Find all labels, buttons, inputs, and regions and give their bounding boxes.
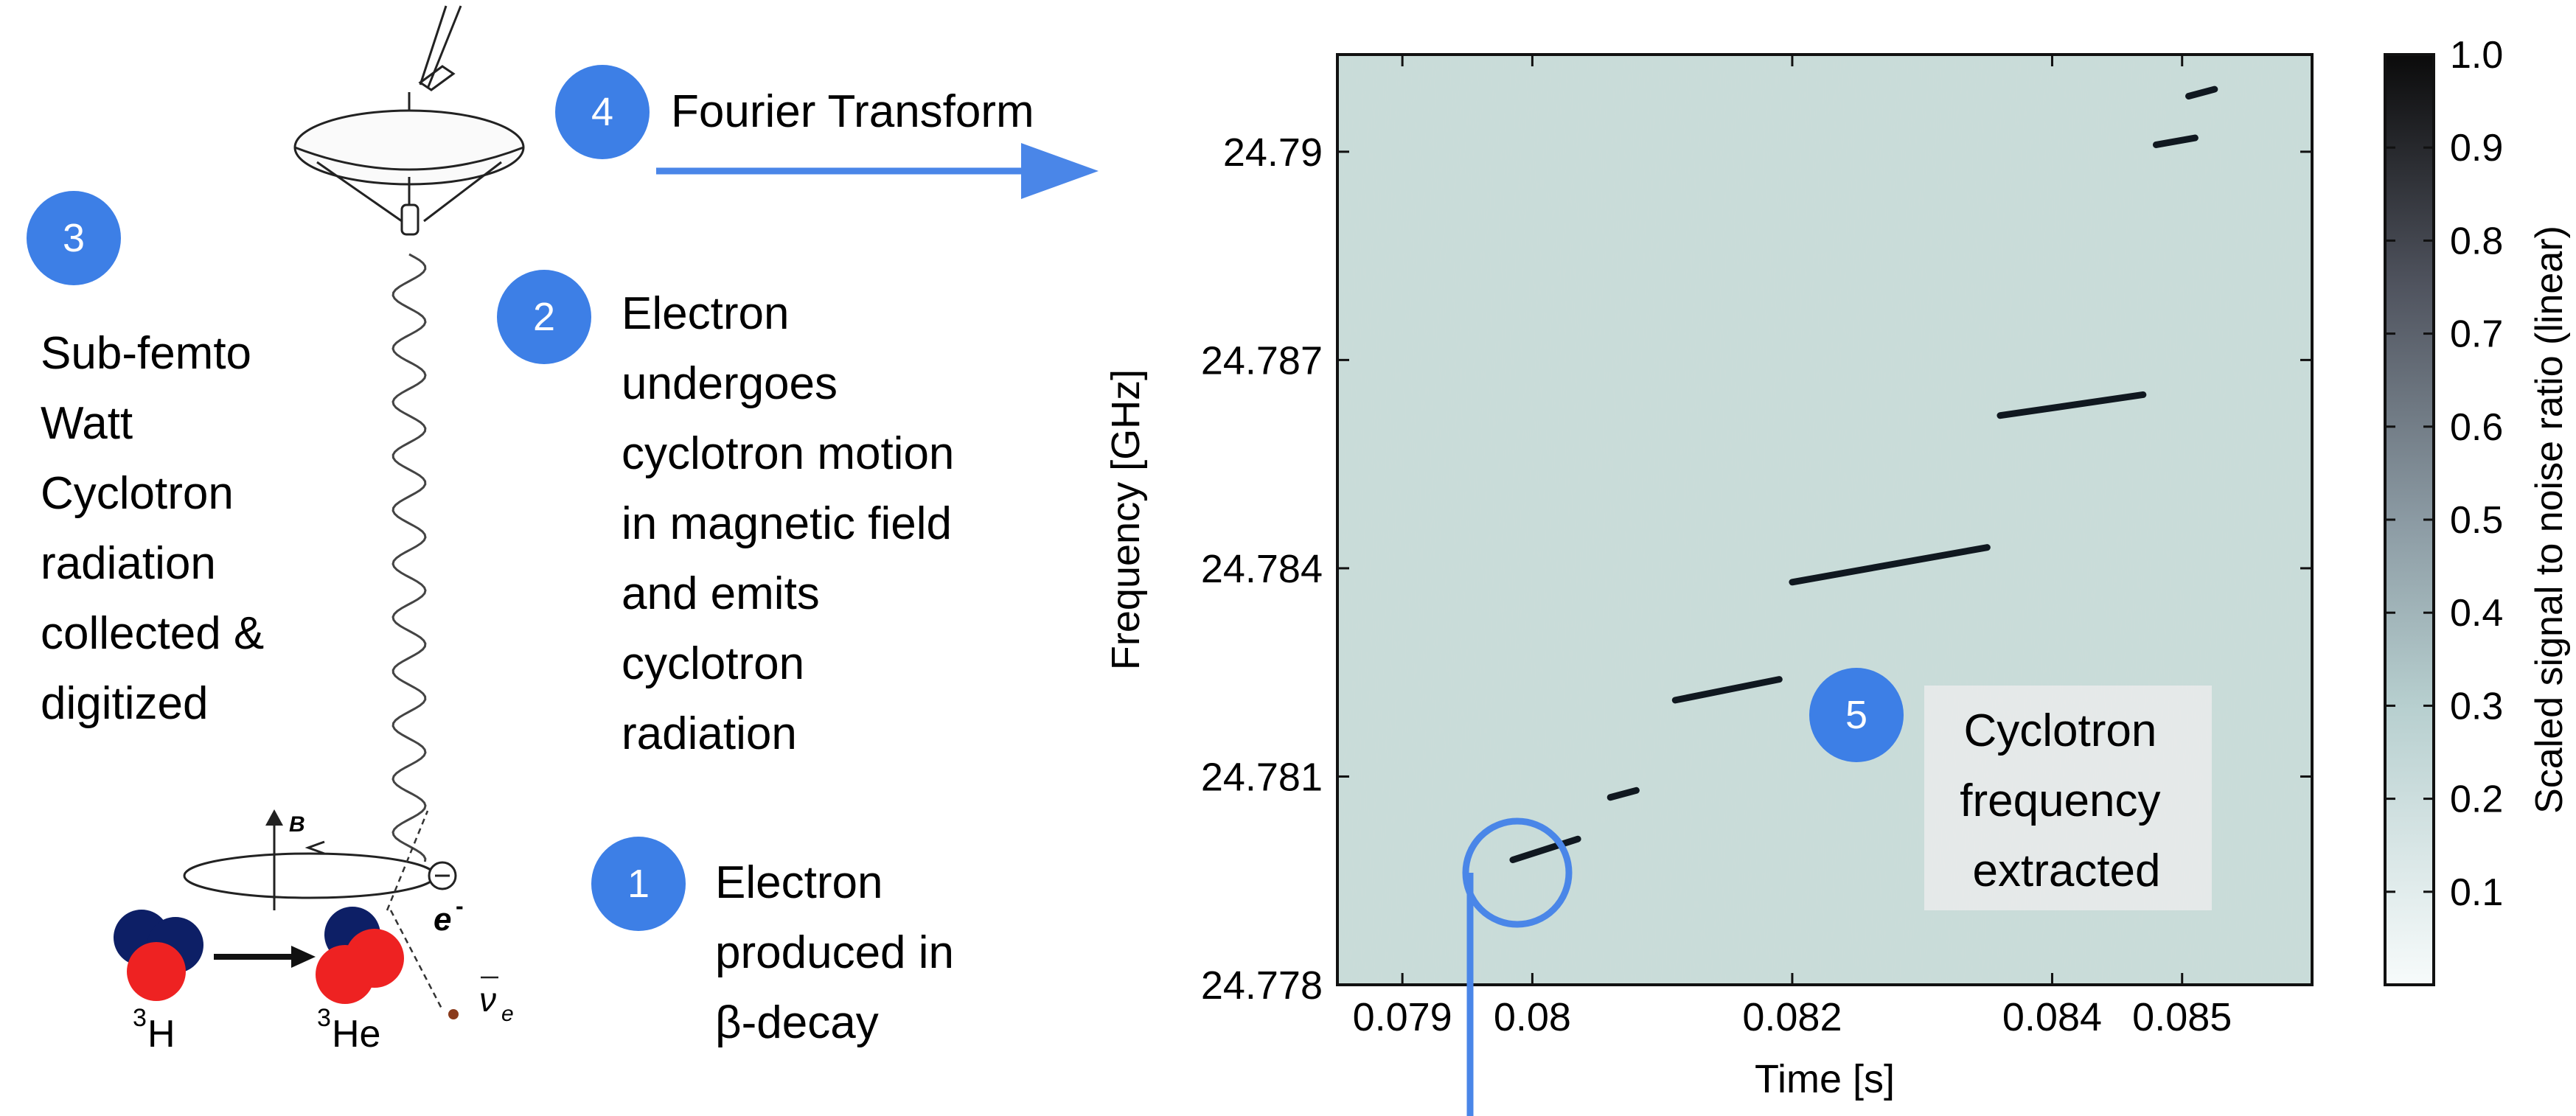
colorbar-tick-label: 0.4 [2450, 592, 2503, 635]
svg-text:2: 2 [533, 295, 555, 339]
neutrino-label: ν [479, 980, 496, 1019]
step-5-box [1924, 686, 2212, 910]
svg-text:1: 1 [627, 862, 650, 906]
colorbar-ticks: 0.1 0.2 0.3 0.4 0.5 0.6 0.7 0.8 0.9 1.0 [2385, 34, 2503, 914]
signal-track-7 [2185, 86, 2218, 100]
signal-track-2 [1606, 787, 1640, 801]
step-3: 3 Sub-femto Watt Cyclotron radiation col… [27, 191, 277, 729]
orbit-arrow-icon [304, 840, 325, 855]
step-5: 5 Cyclotron frequency extracted [1809, 668, 2212, 910]
parent-label: H [147, 1013, 175, 1056]
svg-text:3: 3 [63, 216, 85, 260]
fourier-arrowhead-icon [1021, 143, 1099, 199]
highlight-circle [1462, 817, 1573, 928]
x-tick-label: 0.082 [1742, 995, 1842, 1039]
step-4: 4 Fourier Transform [555, 65, 1034, 159]
signal-track-4 [1789, 544, 1991, 586]
step-1-badge [591, 837, 686, 931]
b-field-label: B [289, 812, 305, 837]
step-4-badge [555, 65, 650, 159]
x-tick-label: 0.08 [1494, 995, 1571, 1039]
daughter-mass-number: 3 [317, 1004, 331, 1032]
signal-tracks [1509, 86, 2218, 863]
y-axis-label: Frequency [GHz] [1104, 369, 1148, 670]
waterfall-plot: 0.079 0.08 0.082 0.084 0.085 24.77824.78124.… [1104, 53, 2314, 1101]
x-tick-label: 0.084 [2002, 995, 2102, 1039]
step-1-text: Electron produced in β-decay [715, 857, 967, 1048]
colorbar-label: Scaled signal to noise ratio (linear) [2528, 226, 2571, 814]
signal-track-3 [1671, 676, 1783, 704]
step-4-text: Fourier Transform [671, 86, 1034, 137]
step-3-badge [27, 191, 121, 285]
orbit-ellipse [183, 852, 436, 899]
colorbar-tick-label: 0.1 [2450, 871, 2503, 914]
step-1: 1 Electron produced in β-decay [591, 837, 967, 1048]
colorbar-tick-label: 0.5 [2450, 499, 2503, 542]
x-axis-label: Time [s] [1755, 1057, 1895, 1101]
colorbar: 0.1 0.2 0.3 0.4 0.5 0.6 0.7 0.8 0.9 1.0 Scaled si… [2384, 34, 2571, 986]
step-3-text: Sub-femto Watt Cyclotron radiation colle… [41, 328, 277, 729]
electron-label: e [434, 901, 451, 938]
x-tick-label: 0.079 [1353, 995, 1452, 1039]
colorbar-tick-label: 0.6 [2450, 406, 2503, 449]
signal-track-5 [1997, 391, 2147, 419]
b-field-arrow-icon [265, 809, 283, 826]
y-tick-label: 24.787 [1201, 338, 1323, 383]
electron-charge: - [456, 893, 464, 919]
step-2: 2 Electron undergoes cyclotron motion in… [497, 270, 967, 759]
track-highlight [1462, 817, 1573, 1116]
colorbar-tick-label: 0.3 [2450, 685, 2503, 728]
y-axis-ticks: 24.778 24.781 24.784 24.787 24.79 [1201, 130, 2312, 1008]
svg-text:5: 5 [1845, 693, 1867, 737]
colorbar-tick-label: 0.9 [2450, 127, 2503, 170]
cyclotron-wave [391, 253, 427, 862]
decay-illustration: B e - ν e 3 H 3 He [114, 809, 514, 1056]
colorbar-tick-label: 0.7 [2450, 313, 2503, 356]
signal-track-1 [1509, 835, 1581, 863]
antenna-dish [293, 5, 525, 236]
y-tick-label: 24.79 [1223, 130, 1323, 175]
daughter-label: He [332, 1013, 380, 1056]
plot-frame [1336, 53, 2314, 986]
x-tick-label: 0.085 [2132, 995, 2232, 1039]
neutrino-subscript: e [501, 1002, 514, 1026]
y-tick-label: 24.784 [1201, 547, 1323, 591]
signal-track-6 [2152, 134, 2199, 148]
parent-proton [127, 942, 186, 1001]
step-5-badge [1809, 668, 1904, 762]
reaction-arrow-icon [291, 946, 316, 968]
daughter-proton-2 [316, 945, 375, 1004]
parent-mass-number: 3 [133, 1004, 147, 1032]
colorbar-tick-label: 0.2 [2450, 778, 2503, 821]
step-2-badge [497, 270, 591, 364]
svg-text:4: 4 [591, 90, 613, 134]
x-axis-ticks: 0.079 0.08 0.082 0.084 0.085 [1353, 55, 2232, 1039]
y-tick-label: 24.781 [1201, 755, 1323, 799]
neutrino-icon [448, 1009, 459, 1019]
step-5-text: Cyclotron frequency extracted [1960, 705, 2173, 896]
y-tick-label: 24.778 [1201, 963, 1323, 1008]
colorbar-tick-label: 0.8 [2450, 220, 2503, 262]
step-2-text: Electron undergoes cyclotron motion in m… [622, 288, 967, 759]
colorbar-tick-label: 1.0 [2450, 34, 2503, 77]
